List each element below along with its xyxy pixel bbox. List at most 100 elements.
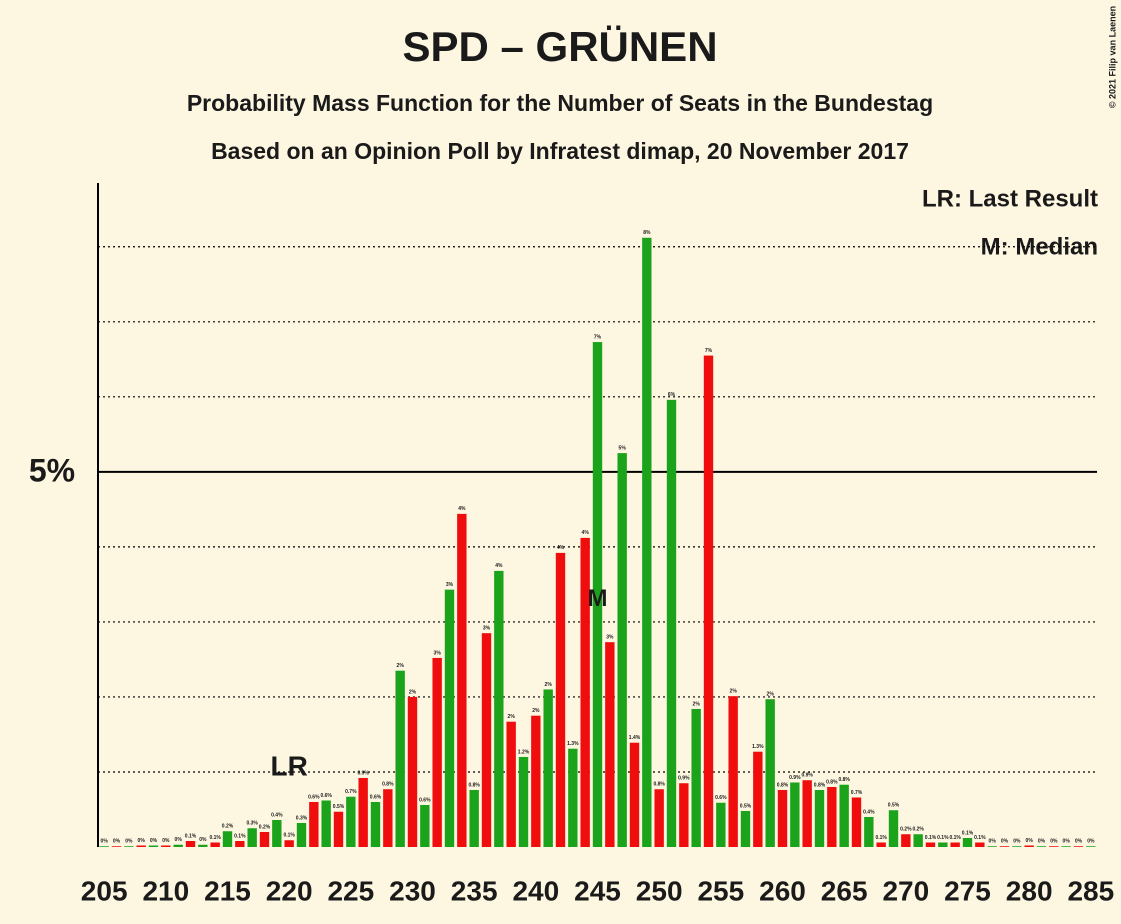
bar bbox=[518, 756, 529, 847]
x-tick-label: 270 bbox=[882, 875, 929, 906]
bar bbox=[346, 796, 356, 847]
bar bbox=[851, 797, 862, 847]
value-label: 0.1% bbox=[875, 835, 887, 841]
x-tick-label: 205 bbox=[81, 875, 128, 906]
bar bbox=[629, 742, 640, 847]
value-label: 0.2% bbox=[912, 827, 924, 833]
bar bbox=[148, 845, 159, 847]
bar bbox=[1049, 846, 1059, 847]
value-label: 2% bbox=[532, 708, 540, 714]
bar bbox=[938, 842, 948, 847]
value-label: 0.1% bbox=[962, 830, 974, 836]
value-label: 0.3% bbox=[296, 815, 308, 821]
annotation: M bbox=[588, 585, 608, 612]
value-label: 8% bbox=[643, 230, 651, 236]
value-label: 0.1% bbox=[974, 835, 986, 841]
value-label: 0.8% bbox=[653, 782, 665, 788]
bar bbox=[407, 696, 418, 847]
value-label: 0.5% bbox=[333, 804, 345, 810]
value-label: 0% bbox=[125, 839, 133, 845]
value-label: 2% bbox=[397, 663, 405, 669]
value-label: 0.9% bbox=[357, 770, 369, 776]
bar bbox=[1073, 846, 1084, 847]
value-label: 0.8% bbox=[838, 777, 850, 783]
x-tick-label: 285 bbox=[1067, 875, 1114, 906]
value-label: 0.1% bbox=[925, 835, 937, 841]
value-label: 0% bbox=[199, 837, 207, 843]
bar bbox=[913, 834, 923, 847]
value-label: 4% bbox=[557, 545, 565, 551]
value-label: 6% bbox=[668, 392, 676, 398]
bar bbox=[950, 842, 960, 847]
x-tick-label: 280 bbox=[1006, 875, 1053, 906]
value-label: 0% bbox=[1075, 839, 1083, 845]
value-label: 3% bbox=[483, 625, 491, 631]
value-label: 0% bbox=[101, 839, 109, 845]
bar bbox=[605, 642, 615, 847]
bar bbox=[1061, 846, 1071, 847]
bar bbox=[358, 777, 368, 847]
bar bbox=[506, 721, 516, 847]
value-label: 0.8% bbox=[468, 782, 480, 788]
value-label: 2% bbox=[545, 682, 553, 688]
value-label: 0% bbox=[1050, 839, 1058, 845]
bar bbox=[827, 786, 837, 847]
value-label: 0.9% bbox=[789, 775, 801, 781]
bar bbox=[309, 801, 319, 847]
value-label: 0.5% bbox=[888, 803, 900, 809]
bar bbox=[124, 846, 134, 847]
value-label: 0% bbox=[1063, 839, 1071, 845]
bar bbox=[494, 570, 504, 847]
bar bbox=[999, 846, 1010, 847]
bar bbox=[679, 783, 689, 847]
value-label: 0% bbox=[138, 838, 146, 844]
bar bbox=[481, 633, 492, 847]
value-label: 2% bbox=[730, 689, 738, 695]
value-label: 0.4% bbox=[863, 809, 875, 815]
bar bbox=[703, 355, 714, 847]
bar bbox=[814, 789, 825, 847]
value-label: 0.6% bbox=[370, 794, 382, 800]
value-label: 0.8% bbox=[826, 779, 838, 785]
value-label: 4% bbox=[495, 563, 503, 569]
annotation: LR bbox=[271, 751, 308, 782]
value-label: 0.6% bbox=[419, 797, 431, 803]
bar bbox=[469, 789, 479, 847]
x-tick-label: 250 bbox=[636, 875, 683, 906]
value-label: 0.6% bbox=[320, 793, 332, 799]
value-label: 0.1% bbox=[949, 835, 961, 841]
value-label: 4% bbox=[458, 506, 466, 512]
bar bbox=[691, 708, 701, 847]
bar bbox=[839, 784, 849, 847]
bar bbox=[99, 846, 109, 847]
value-label: 0% bbox=[150, 838, 158, 844]
x-tick-label: 235 bbox=[451, 875, 498, 906]
bar bbox=[198, 844, 208, 847]
bar bbox=[173, 844, 183, 847]
value-label: 0.3% bbox=[246, 821, 258, 827]
x-tick-label: 225 bbox=[327, 875, 374, 906]
bar bbox=[259, 831, 270, 847]
x-tick-label: 245 bbox=[574, 875, 621, 906]
value-label: 0% bbox=[175, 837, 183, 843]
value-label: 0% bbox=[113, 839, 121, 845]
value-label: 1.4% bbox=[629, 735, 641, 741]
bar bbox=[642, 237, 652, 847]
x-tick-label: 255 bbox=[697, 875, 744, 906]
value-label: 0.7% bbox=[851, 790, 863, 796]
value-label: 0% bbox=[1087, 839, 1095, 845]
bar bbox=[1024, 845, 1034, 847]
bar bbox=[555, 552, 566, 847]
bar bbox=[1036, 846, 1047, 847]
value-label: 0.8% bbox=[814, 782, 826, 788]
value-label: 3% bbox=[434, 650, 442, 656]
legend-note: LR: Last Result bbox=[922, 185, 1098, 212]
value-label: 0% bbox=[989, 839, 997, 845]
bar bbox=[370, 801, 381, 847]
bar bbox=[161, 845, 171, 847]
value-label: 4% bbox=[582, 530, 590, 536]
bar bbox=[568, 748, 578, 847]
bar bbox=[753, 751, 763, 847]
